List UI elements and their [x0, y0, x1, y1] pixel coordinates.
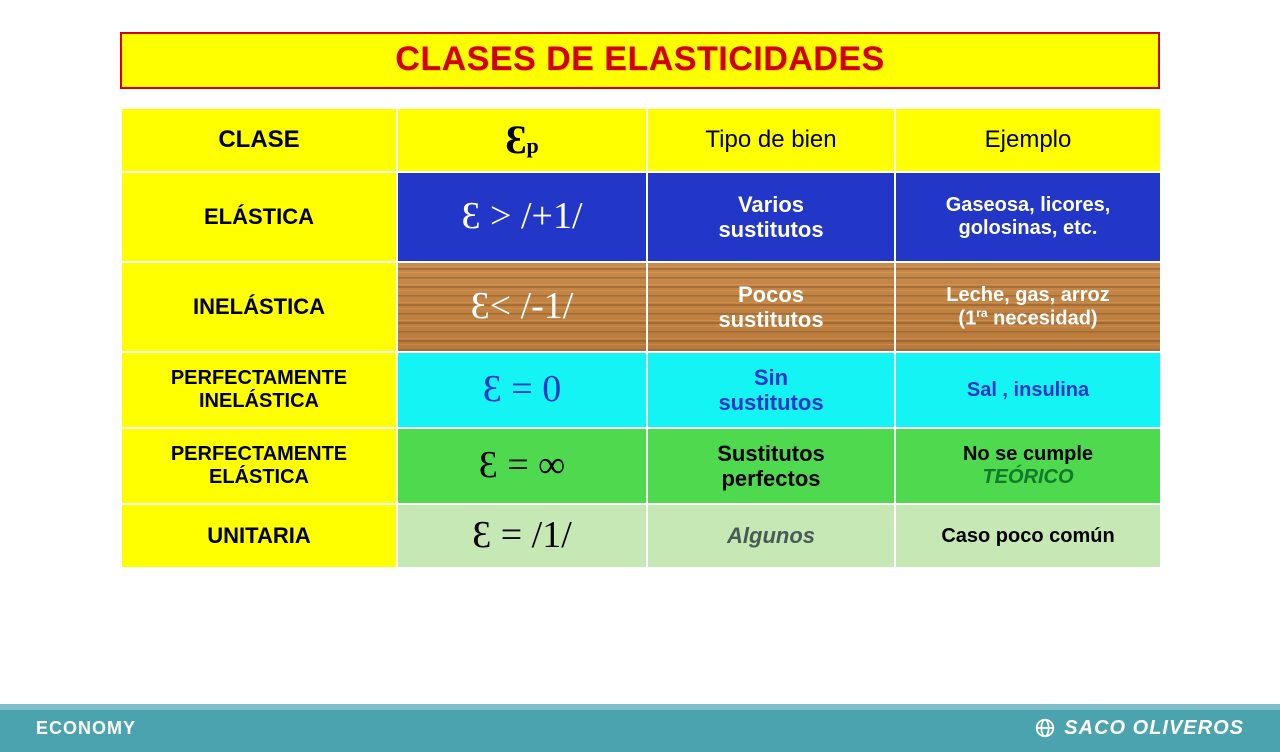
- table-row: PERFECTAMENTE ELÁSTICA Ɛ = ∞ Sustitutos …: [121, 428, 1161, 504]
- text: sustitutos: [718, 390, 823, 415]
- text: (1: [958, 307, 976, 329]
- text-teorico: TEÓRICO: [982, 466, 1073, 488]
- cell-formula: Ɛ< /-1/: [397, 262, 647, 352]
- table-row: INELÁSTICA Ɛ< /-1/ Pocos sustitutos Lech…: [121, 262, 1161, 352]
- cell-ejemplo: Sal , insulina: [895, 352, 1161, 428]
- cell-clase: PERFECTAMENTE INELÁSTICA: [121, 352, 397, 428]
- globe-icon: [1034, 717, 1056, 739]
- cell-formula: Ɛ = ∞: [397, 428, 647, 504]
- elasticity-table: CLASE Ɛp Tipo de bien Ejemplo ELÁSTICA Ɛ…: [120, 107, 1162, 569]
- table-header-row: CLASE Ɛp Tipo de bien Ejemplo: [121, 108, 1161, 172]
- th-epsilon: Ɛp: [397, 108, 647, 172]
- cell-tipo: Varios sustitutos: [647, 172, 895, 262]
- cell-clase: ELÁSTICA: [121, 172, 397, 262]
- cell-formula: Ɛ = 0: [397, 352, 647, 428]
- cell-formula: Ɛ > /+1/: [397, 172, 647, 262]
- th-ejemplo: Ejemplo: [895, 108, 1161, 172]
- cell-ejemplo: No se cumple TEÓRICO: [895, 428, 1161, 504]
- cell-ejemplo: Gaseosa, licores, golosinas, etc.: [895, 172, 1161, 262]
- table-row: PERFECTAMENTE INELÁSTICA Ɛ = 0 Sin susti…: [121, 352, 1161, 428]
- text: Sustitutos: [717, 441, 825, 466]
- text: sustitutos: [718, 217, 823, 242]
- cell-tipo: Sin sustitutos: [647, 352, 895, 428]
- text: necesidad): [988, 307, 1098, 329]
- title-bar: CLASES DE ELASTICIDADES: [120, 32, 1160, 89]
- text: Sin: [754, 365, 788, 390]
- text: sustitutos: [718, 307, 823, 332]
- th-tipo: Tipo de bien: [647, 108, 895, 172]
- text: Pocos: [738, 282, 804, 307]
- cell-clase: PERFECTAMENTE ELÁSTICA: [121, 428, 397, 504]
- th-clase: CLASE: [121, 108, 397, 172]
- epsilon-subscript: p: [526, 133, 538, 158]
- table-row: ELÁSTICA Ɛ > /+1/ Varios sustitutos Gase…: [121, 172, 1161, 262]
- page-title: CLASES DE ELASTICIDADES: [395, 40, 884, 78]
- text: perfectos: [721, 466, 820, 491]
- text: ELÁSTICA: [209, 466, 309, 488]
- cell-ejemplo: Leche, gas, arroz (1ra necesidad): [895, 262, 1161, 352]
- text: golosinas, etc.: [959, 217, 1098, 239]
- cell-tipo: Sustitutos perfectos: [647, 428, 895, 504]
- table-row: UNITARIA Ɛ = /1/ Algunos Caso poco común: [121, 504, 1161, 568]
- text: INELÁSTICA: [199, 390, 319, 412]
- text: Varios: [738, 192, 804, 217]
- footer-bar: ECONOMY SACO OLIVEROS: [0, 704, 1280, 752]
- text: PERFECTAMENTE: [171, 443, 347, 465]
- cell-clase: UNITARIA: [121, 504, 397, 568]
- footer-brand-left: ECONOMY: [36, 718, 136, 739]
- cell-ejemplo: Caso poco común: [895, 504, 1161, 568]
- epsilon-symbol: Ɛ: [505, 117, 526, 162]
- text: No se cumple: [963, 443, 1093, 465]
- text: Leche, gas, arroz: [946, 284, 1109, 306]
- superscript: ra: [976, 306, 987, 320]
- cell-formula: Ɛ = /1/: [397, 504, 647, 568]
- cell-tipo: Algunos: [647, 504, 895, 568]
- cell-tipo: Pocos sustitutos: [647, 262, 895, 352]
- text: PERFECTAMENTE: [171, 367, 347, 389]
- text: Gaseosa, licores,: [946, 194, 1111, 216]
- cell-clase: INELÁSTICA: [121, 262, 397, 352]
